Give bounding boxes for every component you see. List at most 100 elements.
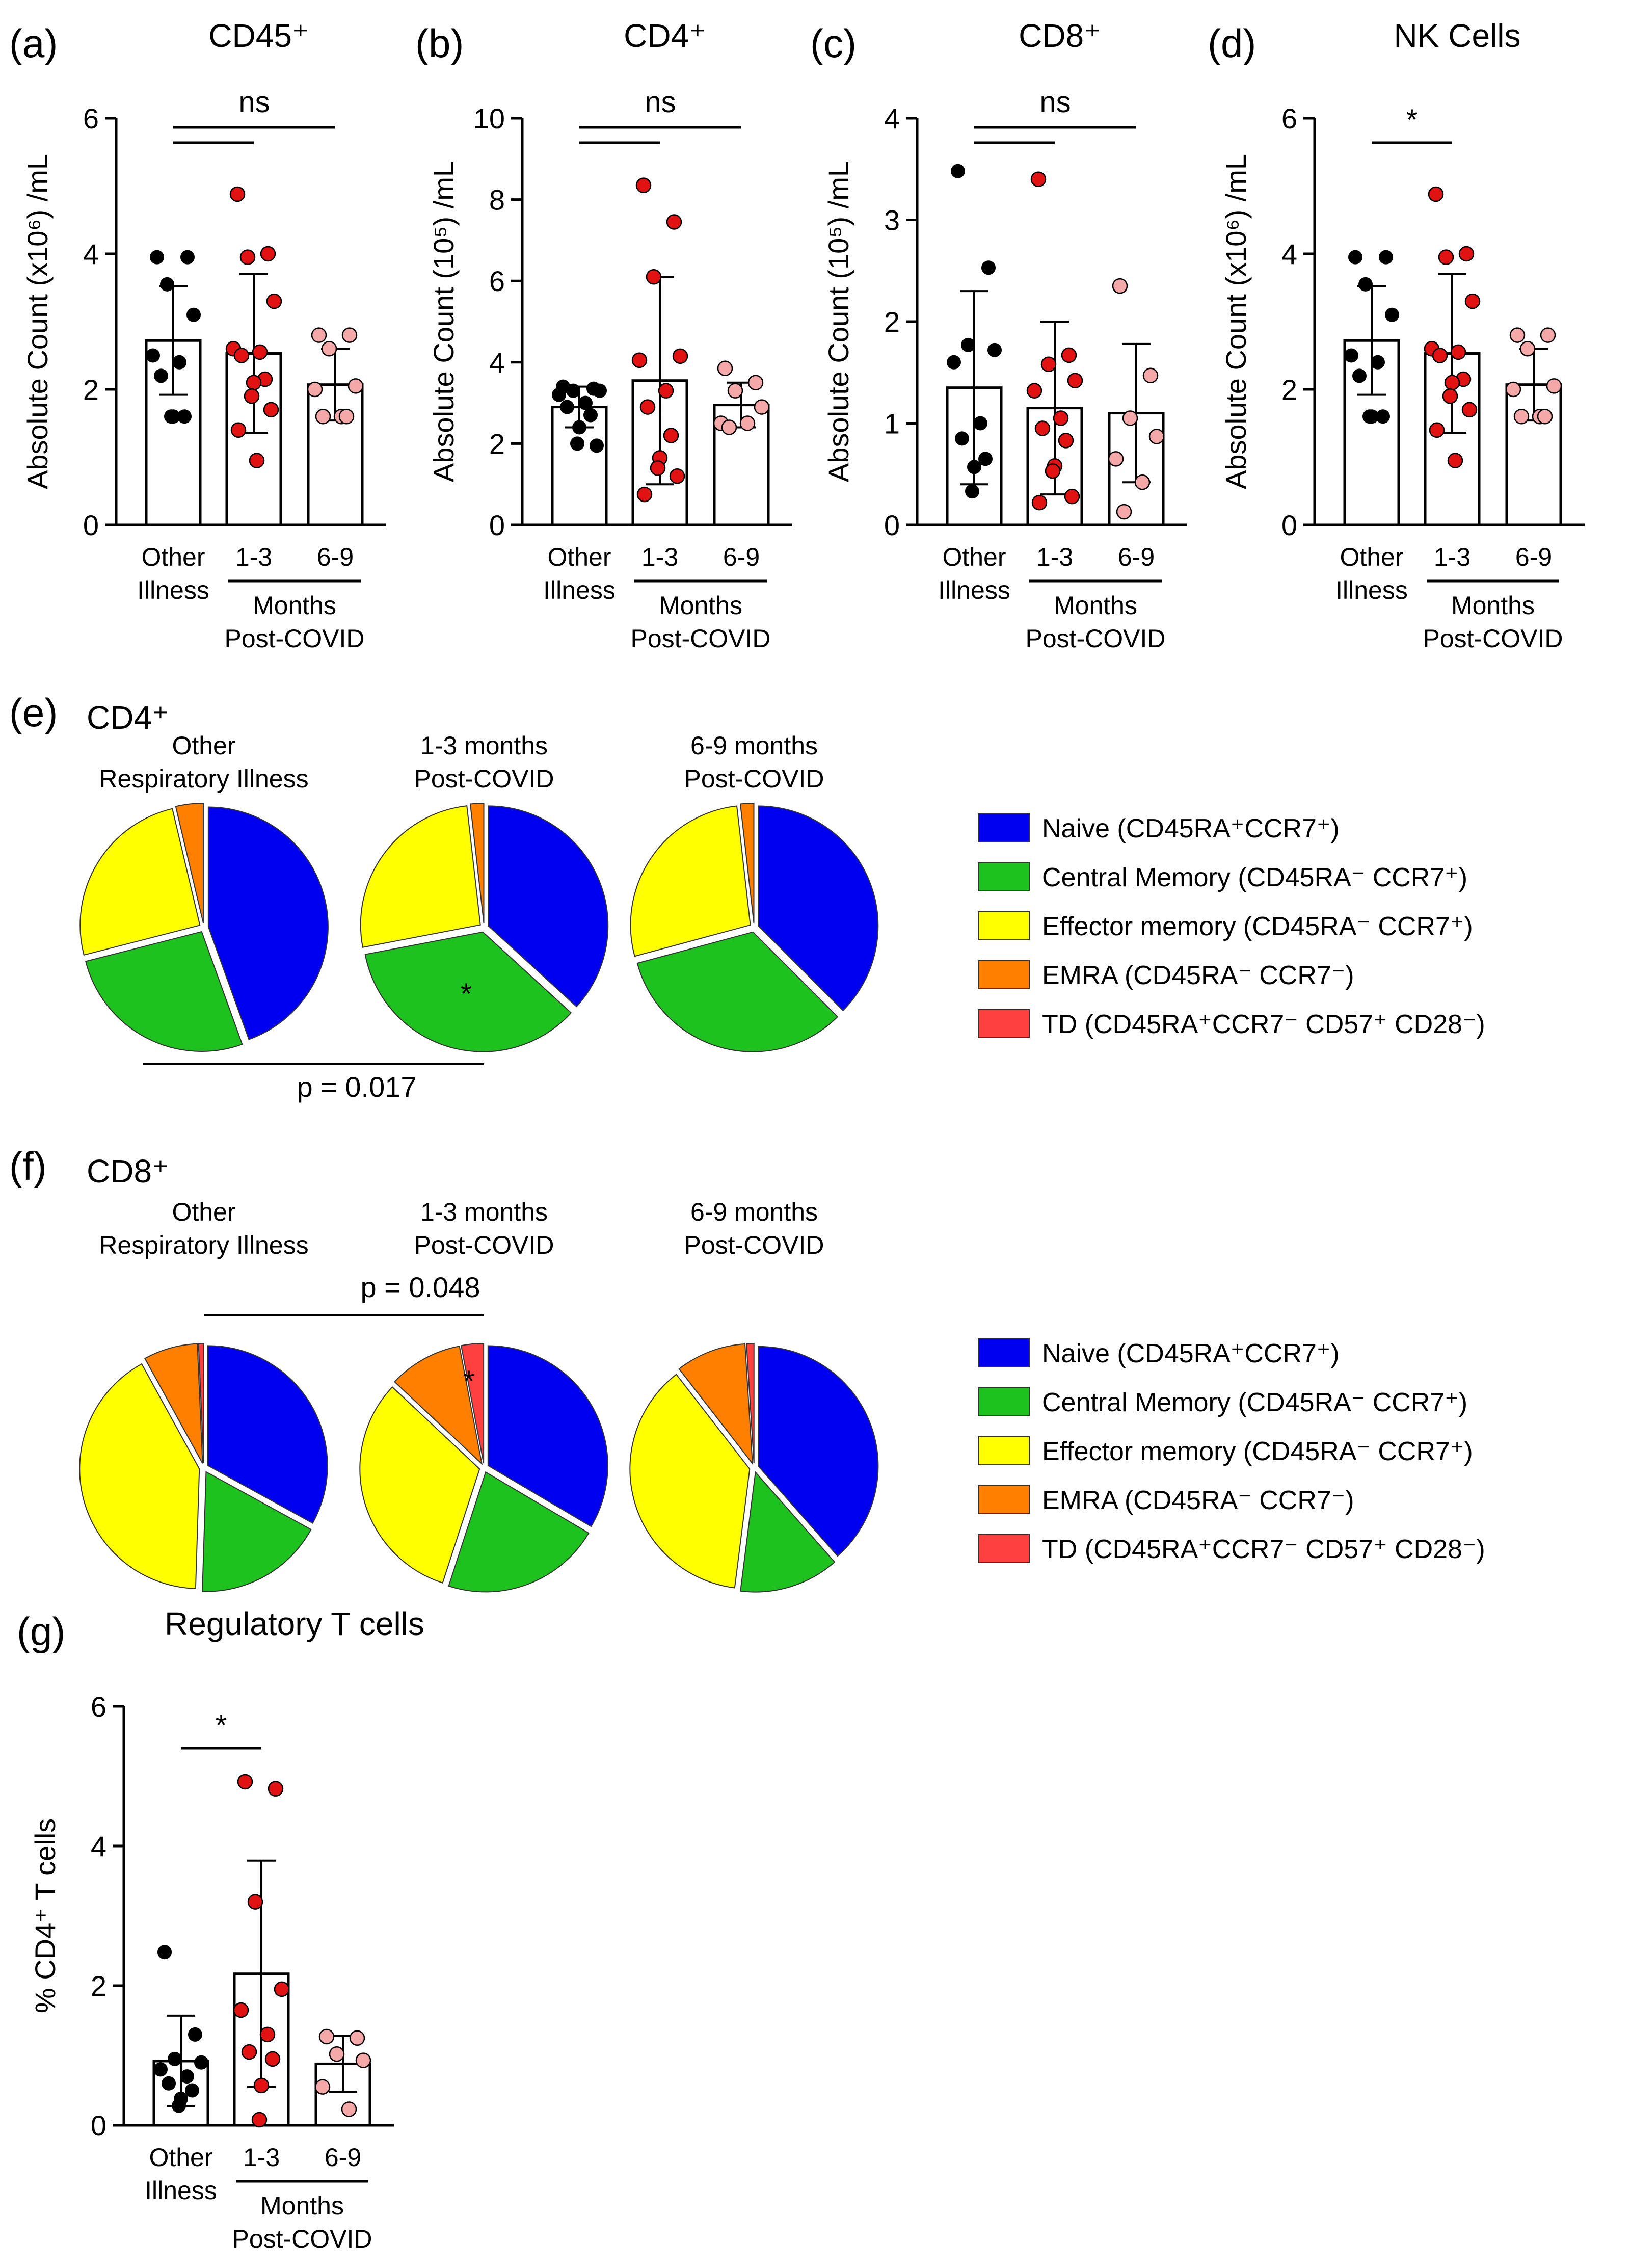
y-tick-label-d: 2 [1281, 374, 1297, 406]
data-point-a-1 [246, 375, 262, 390]
pie-slice-e-2-0 [758, 805, 879, 1012]
y-axis-label-a: Absolute Count (x10⁶) /mL [21, 154, 54, 489]
pie-title-line2: Respiratory Illness [99, 764, 308, 793]
data-point-b-2 [754, 399, 770, 415]
category-label-illness: Illness [938, 576, 1010, 604]
data-point-g-1 [233, 2002, 249, 2018]
data-point-b-2 [717, 360, 733, 377]
pie-slice-f-0-1 [202, 1471, 312, 1592]
data-point-b-2 [747, 375, 764, 390]
pie-slice-e-1-3 [469, 803, 485, 924]
y-tick-label-a: 0 [83, 509, 99, 541]
data-point-b-1 [650, 460, 666, 476]
data-point-d-2 [1537, 408, 1553, 425]
comparison-p-value-f: p = 0.048 [360, 1271, 480, 1303]
pie-title-line1: 6-9 months [690, 731, 818, 760]
data-point-b-0 [570, 436, 584, 451]
data-point-d-2 [1546, 378, 1562, 394]
pie-slice-f-2-4 [745, 1342, 755, 1464]
pie-title-line1: 1-3 months [420, 731, 548, 760]
pie-slice-f-2-1 [740, 1471, 836, 1593]
panel-title-b: CD4⁺ [624, 17, 706, 54]
data-point-b-0 [593, 383, 607, 398]
data-point-a-2 [321, 340, 337, 357]
data-point-a-0 [172, 355, 186, 370]
legend-swatch-e [978, 911, 1030, 940]
data-point-c-0 [947, 355, 961, 370]
legend-swatch-f [978, 1387, 1030, 1416]
y-tick-label-b: 2 [489, 428, 505, 460]
data-point-g-1 [264, 2051, 281, 2067]
pie-slice-e-0-2 [79, 808, 201, 956]
data-point-g-2 [349, 2030, 365, 2046]
data-point-d-1 [1429, 422, 1445, 438]
data-point-d-1 [1464, 293, 1481, 309]
y-tick-label-g: 0 [91, 2109, 106, 2142]
data-point-b-2 [721, 419, 737, 435]
data-point-a-1 [263, 402, 279, 418]
pie-slice-e-0-0 [207, 806, 329, 1040]
category-label-other: Other [942, 543, 1006, 571]
data-point-c-1 [1026, 383, 1042, 399]
y-tick-label-d: 4 [1281, 238, 1297, 270]
data-point-a-2 [341, 327, 358, 343]
y-axis-label-d: Absolute Count (x10⁶) /mL [1220, 154, 1252, 489]
pie-title-line2: Respiratory Illness [99, 1231, 308, 1259]
months-label: Months [260, 2192, 344, 2220]
data-point-d-1 [1461, 402, 1478, 418]
data-point-a-1 [266, 293, 282, 309]
y-tick-label-b: 6 [489, 265, 505, 297]
y-tick-label-c: 0 [884, 509, 900, 541]
data-point-d-1 [1428, 186, 1444, 202]
category-label-other: Other [1340, 543, 1403, 571]
category-label-other: Other [149, 2143, 212, 2172]
y-tick-label-g: 2 [91, 1970, 106, 2002]
category-label-1-3: 1-3 [1434, 543, 1470, 571]
legend-swatch-f [978, 1485, 1030, 1514]
data-point-c-0 [961, 337, 975, 352]
data-point-d-1 [1438, 249, 1454, 265]
data-point-d-2 [1519, 340, 1536, 357]
significance-label-g: * [216, 1709, 227, 1742]
category-label-other: Other [141, 543, 205, 571]
data-point-a-1 [230, 422, 247, 438]
legend-label-f: EMRA (CD45RA⁻ CCR7⁻) [1042, 1486, 1354, 1515]
data-point-d-1 [1458, 246, 1475, 262]
data-point-d-2 [1513, 408, 1530, 425]
data-point-d-2 [1509, 327, 1526, 343]
post-covid-label: Post-COVID [1423, 624, 1563, 653]
data-point-b-0 [566, 383, 580, 398]
data-point-b-0 [583, 408, 598, 423]
data-point-g-1 [247, 1894, 263, 1910]
data-point-a-1 [260, 246, 276, 262]
data-point-g-1 [237, 1774, 253, 1790]
y-tick-label-a: 6 [83, 102, 99, 135]
data-point-a-2 [311, 327, 327, 343]
y-tick-label-c: 3 [884, 204, 900, 236]
post-covid-label: Post-COVID [232, 2225, 372, 2253]
y-tick-label-b: 4 [489, 347, 505, 379]
data-point-a-0 [154, 368, 168, 383]
y-axis-label-b: Absolute Count (10⁵) /mL [427, 161, 460, 482]
months-label: Months [253, 591, 336, 620]
data-point-g-2 [329, 2046, 345, 2062]
data-point-c-2 [1108, 451, 1124, 467]
legend-swatch-f [978, 1534, 1030, 1563]
legend-swatch-e [978, 960, 1030, 989]
legend-label-e: Effector memory (CD45RA⁻ CCR7⁺) [1042, 912, 1473, 941]
data-point-b-1 [672, 348, 688, 364]
chart-panel-e: (e) CD4⁺Other Respiratory Illness 1-3 month… [9, 690, 1485, 1103]
post-covid-label: Post-COVID [630, 624, 770, 653]
data-point-c-0 [967, 460, 981, 474]
pie-slice-f-0-4 [198, 1342, 204, 1464]
data-point-g-2 [314, 2079, 331, 2095]
data-point-a-2 [347, 378, 364, 394]
data-point-g-0 [188, 2027, 202, 2042]
pie-slice-e-1-0 [488, 805, 609, 1008]
data-point-d-0 [1344, 348, 1358, 363]
data-point-g-0 [153, 2062, 168, 2077]
pie-title-line1: Other [172, 731, 235, 760]
chart-panel-a: (a) CD45⁺ 0 2 4 6 Absolute Count (x10⁶) /mL ns O… [9, 17, 386, 653]
y-tick-label-d: 6 [1281, 102, 1297, 135]
